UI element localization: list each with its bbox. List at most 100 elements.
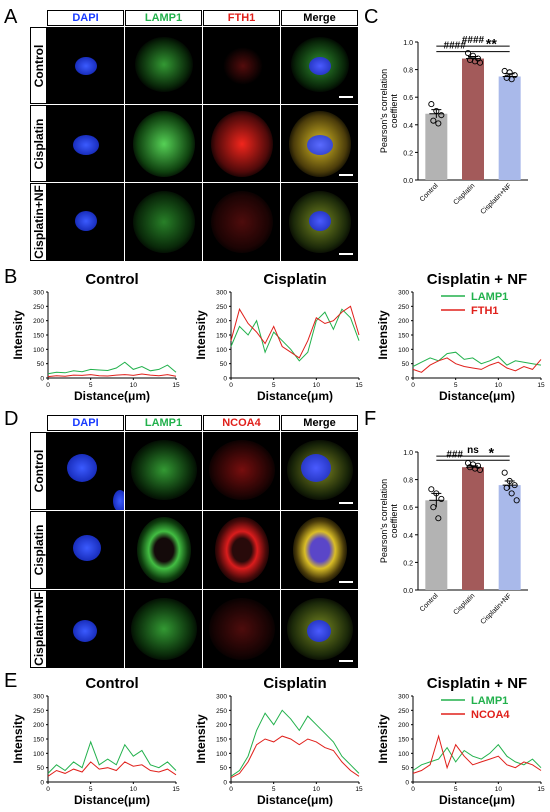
y-tick-label: 300: [33, 290, 44, 297]
x-tick-label: 10: [495, 786, 503, 793]
y-tick-label: 300: [216, 694, 227, 701]
y-tick-label: 0.6: [403, 505, 413, 512]
column-header-fth1: FTH1: [203, 10, 280, 26]
x-tick-label: 5: [454, 382, 458, 389]
y-tick-label: 200: [398, 722, 409, 729]
significance-label: ####: [462, 35, 485, 46]
data-point: [433, 490, 440, 497]
x-axis-label: Distance(μm): [74, 389, 150, 403]
x-tick-label: Cisplatin+NF: [480, 592, 513, 625]
panel-letter-d: D: [4, 408, 19, 430]
legend-label: NCOA4: [471, 709, 510, 721]
chart-title: Cisplatin + NF: [427, 675, 527, 692]
data-point: [438, 495, 445, 502]
data-point: [503, 484, 510, 491]
micrograph-dapi-cisplatin: [47, 105, 124, 182]
data-point: [433, 107, 440, 115]
x-tick-label: 15: [537, 382, 545, 389]
significance-label: *: [489, 444, 495, 460]
x-axis-label: Distance(μm): [257, 793, 333, 807]
y-tick-label: 0: [223, 376, 227, 383]
y-tick-label: 150: [33, 333, 44, 340]
series-line: [230, 709, 360, 777]
legend-label: FTH1: [471, 305, 499, 317]
column-header-merge-2: Merge: [281, 415, 358, 431]
micrograph-merge-cisplatin: [281, 105, 358, 182]
y-tick-label: 300: [216, 290, 227, 297]
y-tick-label: 100: [398, 347, 409, 354]
x-tick-label: 15: [172, 382, 180, 389]
x-tick-label: 5: [454, 786, 458, 793]
significance-label: **: [486, 36, 497, 52]
micrograph-lamp1-cisplatin: [125, 105, 202, 182]
row-label-cisplatin-nf-2: Cisplatin+NF: [30, 590, 47, 668]
panel-letter-e: E: [4, 670, 18, 692]
y-tick-label: 150: [398, 737, 409, 744]
legend-label: LAMP1: [471, 695, 508, 707]
data-point: [469, 52, 477, 59]
column-header-dapi: DAPI: [47, 10, 124, 26]
y-tick-label: 200: [33, 318, 44, 325]
column-header-dapi-2: DAPI: [47, 415, 124, 431]
bar: [425, 113, 448, 180]
y-tick-label: 50: [402, 765, 410, 772]
micrograph-fth1-control: [203, 27, 280, 104]
x-tick-label: 10: [130, 786, 138, 793]
y-tick-label: 0.4: [403, 533, 413, 540]
x-tick-label: 5: [272, 786, 276, 793]
x-tick-label: Control: [419, 182, 440, 203]
micrograph-lamp1-cisplatin-nf-2: [125, 590, 202, 668]
column-header-lamp1-2: LAMP1: [125, 415, 202, 431]
micrograph-merge-control-2: [281, 432, 358, 510]
x-tick-label: 10: [313, 786, 321, 793]
micrograph-dapi-control: [47, 27, 124, 104]
x-tick-label: 0: [229, 382, 233, 389]
series-line: [412, 357, 542, 373]
data-point: [430, 117, 437, 124]
y-tick-label: 1.0: [403, 450, 413, 457]
chart-title: Cisplatin: [263, 271, 326, 288]
y-axis-label: Intensity: [376, 310, 390, 360]
micrograph-dapi-cisplatin-2: [47, 511, 124, 589]
x-tick-label: 0: [229, 786, 233, 793]
y-tick-label: 0.2: [403, 560, 413, 567]
y-tick-label: 50: [220, 361, 228, 368]
y-tick-label: 100: [33, 751, 44, 758]
micrograph-ncoa4-cisplatin: [203, 511, 280, 589]
y-tick-label: 250: [216, 304, 227, 311]
x-tick-label: 5: [272, 382, 276, 389]
row-label-control: Control: [30, 27, 47, 104]
line-chart-e-cisplatin-nf: Cisplatin + NF 0 50 100 150 200 250 300 0 5 10 15 Di…: [376, 675, 545, 807]
y-tick-label: 250: [216, 708, 227, 715]
x-tick-label: 15: [537, 786, 545, 793]
legend-label: LAMP1: [471, 291, 508, 303]
panel-letter-a: A: [4, 6, 18, 28]
line-chart-e-control: Control 0 50 100 150 200 250 300 0 5 10 15 Distance(…: [11, 675, 180, 807]
x-tick-label: 10: [313, 382, 321, 389]
x-axis-label: Distance(μm): [439, 793, 515, 807]
data-point: [476, 466, 484, 473]
x-tick-label: Cisplatin: [452, 592, 476, 616]
y-axis-label: Intensity: [11, 310, 25, 360]
row-label-cisplatin-2: Cisplatin: [30, 511, 47, 589]
y-tick-label: 50: [402, 361, 410, 368]
y-axis-label: Pearson's correlationcoeffient: [379, 69, 399, 153]
bar: [425, 500, 448, 590]
y-tick-label: 200: [398, 318, 409, 325]
y-tick-label: 150: [216, 333, 227, 340]
bar: [462, 58, 484, 180]
data-point: [513, 497, 520, 504]
series-line: [412, 734, 542, 774]
bar: [498, 76, 521, 180]
micrograph-lamp1-control-2: [125, 432, 202, 510]
series-line: [47, 361, 177, 375]
y-axis-label: Intensity: [376, 714, 390, 764]
data-point: [501, 469, 508, 476]
column-header-merge: Merge: [281, 10, 358, 26]
y-axis-label: Pearson's correlationcoeffient: [379, 479, 399, 563]
data-point: [506, 477, 513, 485]
micrograph-lamp1-cisplatin-2: [125, 511, 202, 589]
bar: [498, 485, 521, 590]
series-line: [47, 740, 177, 774]
data-point: [511, 482, 518, 489]
